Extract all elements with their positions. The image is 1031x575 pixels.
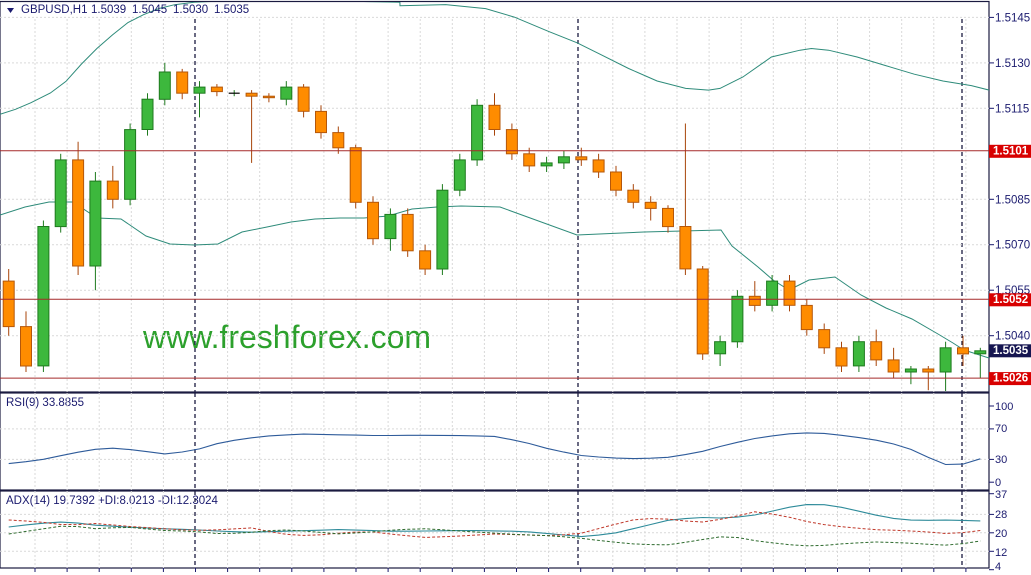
svg-text:0: 0 [995,477,1001,489]
svg-text:1.5145: 1.5145 [995,12,1030,24]
svg-text:1.5035: 1.5035 [993,345,1029,357]
svg-text:70: 70 [995,423,1007,435]
svg-text:20: 20 [995,528,1007,540]
svg-text:1.5030: 1.5030 [173,4,208,16]
svg-text:1.5026: 1.5026 [993,373,1028,385]
svg-text:GBPUSD,H1: GBPUSD,H1 [21,4,87,16]
svg-text:1.5052: 1.5052 [993,294,1028,306]
svg-text:100: 100 [995,401,1013,413]
svg-text:37: 37 [995,489,1007,501]
svg-text:1.5045: 1.5045 [132,4,167,16]
svg-text:30: 30 [995,454,1007,466]
svg-text:1.5070: 1.5070 [995,240,1030,252]
svg-text:1.5115: 1.5115 [995,103,1029,115]
svg-text:ADX(14) 19.7392 +DI:8.0213 -DI: ADX(14) 19.7392 +DI:8.0213 -DI:12.3024 [6,495,219,507]
svg-text:1.5101: 1.5101 [993,145,1029,157]
svg-text:1.5130: 1.5130 [995,58,1030,70]
svg-text:4: 4 [995,561,1001,573]
svg-text:1.5040: 1.5040 [995,331,1030,343]
svg-text:1.5085: 1.5085 [995,194,1030,206]
svg-text:RSI(9) 33.8855: RSI(9) 33.8855 [6,397,84,409]
svg-text:1.5039: 1.5039 [91,4,126,16]
svg-text:28: 28 [995,509,1007,521]
svg-text:12: 12 [995,547,1007,559]
svg-text:1.5035: 1.5035 [214,4,249,16]
